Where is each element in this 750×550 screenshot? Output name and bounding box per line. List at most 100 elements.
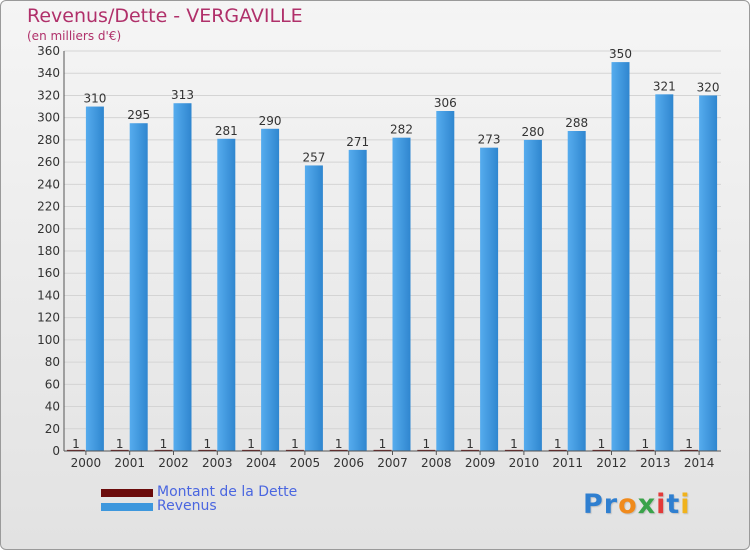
logo-letter: x (637, 489, 657, 520)
chart-title: Revenus/Dette - VERGAVILLE (27, 5, 303, 27)
y-tick-label: 180 (37, 244, 60, 258)
x-tick-label: 2008 (421, 456, 452, 470)
data-label-revenus: 350 (609, 47, 632, 61)
x-tick-label: 2004 (246, 456, 277, 470)
y-tick-label: 200 (37, 222, 60, 236)
y-tick-label: 100 (37, 333, 60, 347)
bar-revenus (523, 139, 542, 451)
data-label-dette: 1 (598, 437, 606, 451)
logo-letter: i (656, 489, 667, 520)
y-tick-label: 220 (37, 200, 60, 214)
y-tick-label: 140 (37, 288, 60, 302)
data-labels: 1 310 1 295 1 313 1 281 1 290 1 257 1 271 1 282 1 306 1 273… (72, 47, 719, 451)
bar-revenus (655, 94, 674, 451)
data-label-dette: 1 (335, 437, 343, 451)
bar-revenus (348, 149, 367, 451)
data-label-revenus: 320 (697, 80, 720, 94)
y-tick-label: 260 (37, 155, 60, 169)
x-tick-label: 2001 (114, 456, 145, 470)
x-tick-label: 2007 (377, 456, 408, 470)
data-label-dette: 1 (116, 437, 124, 451)
data-label-dette: 1 (685, 437, 693, 451)
logo-letter: t (666, 489, 681, 520)
data-label-dette: 1 (247, 437, 255, 451)
y-tick-label: 240 (37, 177, 60, 191)
x-tick-label: 2009 (465, 456, 496, 470)
x-tick-label: 2000 (71, 456, 102, 470)
data-label-revenus: 282 (390, 123, 413, 137)
bar-revenus (699, 95, 718, 451)
x-tick-label: 2003 (202, 456, 233, 470)
bar-revenus (304, 165, 323, 451)
data-label-dette: 1 (641, 437, 649, 451)
bar-dette (680, 449, 699, 451)
bar-revenus (392, 137, 411, 451)
data-label-dette: 1 (291, 437, 299, 451)
proxiti-logo: Proxiti (583, 489, 691, 520)
data-label-revenus: 257 (302, 150, 325, 164)
data-label-dette: 1 (554, 437, 562, 451)
logo-letter: r (603, 489, 619, 520)
legend-swatch-dette (101, 489, 153, 497)
y-tick-label: 320 (37, 88, 60, 102)
bar-dette (66, 449, 85, 451)
bar-revenus (480, 147, 499, 451)
data-label-revenus: 290 (259, 114, 282, 128)
data-label-dette: 1 (510, 437, 518, 451)
bar-dette (592, 449, 611, 451)
y-tick-label: 160 (37, 266, 60, 280)
y-tick-label: 80 (45, 355, 60, 369)
y-tick-label: 300 (37, 111, 60, 125)
data-label-revenus: 306 (434, 96, 457, 110)
bar-revenus (173, 103, 192, 451)
legend-label-dette: Montant de la Dette (157, 484, 298, 500)
data-label-dette: 1 (203, 437, 211, 451)
y-tick-label: 40 (45, 400, 60, 414)
bar-revenus (261, 128, 280, 451)
x-tick-label: 2014 (684, 456, 715, 470)
bar-revenus (436, 111, 455, 451)
data-label-dette: 1 (72, 437, 80, 451)
bar-revenus (129, 123, 148, 451)
bar-dette (548, 449, 567, 451)
logo-letter: i (680, 489, 691, 520)
data-label-revenus: 273 (478, 133, 501, 147)
data-label-revenus: 313 (171, 88, 194, 102)
bar-revenus (217, 138, 236, 451)
bars (66, 62, 718, 452)
data-label-dette: 1 (466, 437, 474, 451)
x-tick-label: 2011 (552, 456, 583, 470)
x-tick-label: 2012 (596, 456, 627, 470)
data-label-revenus: 280 (521, 125, 544, 139)
y-tick-label: 60 (45, 377, 60, 391)
bar-dette (329, 449, 348, 451)
y-tick-label: 0 (52, 444, 60, 458)
data-label-dette: 1 (160, 437, 168, 451)
bar-dette (198, 449, 217, 451)
bar-dette (285, 449, 304, 451)
y-tick-label: 340 (37, 66, 60, 80)
x-tick-label: 2005 (290, 456, 321, 470)
x-tick-label: 2013 (640, 456, 671, 470)
bar-dette (636, 449, 655, 451)
x-tick-label: 2010 (509, 456, 540, 470)
data-label-revenus: 321 (653, 79, 676, 93)
y-tick-label: 360 (37, 44, 60, 58)
bar-dette (417, 449, 436, 451)
bar-dette (461, 449, 480, 451)
bar-dette (110, 449, 129, 451)
chart-subtitle: (en milliers d'€) (27, 29, 122, 43)
y-tick-label: 280 (37, 133, 60, 147)
y-tick-label: 20 (45, 422, 60, 436)
data-label-dette: 1 (422, 437, 430, 451)
data-label-revenus: 271 (346, 135, 369, 149)
data-label-revenus: 288 (565, 116, 588, 130)
data-label-dette: 1 (379, 437, 387, 451)
bar-dette (373, 449, 392, 451)
bar-dette (504, 449, 523, 451)
data-label-revenus: 310 (83, 92, 106, 106)
logo-letter: o (618, 489, 638, 520)
bar-revenus (611, 62, 630, 451)
